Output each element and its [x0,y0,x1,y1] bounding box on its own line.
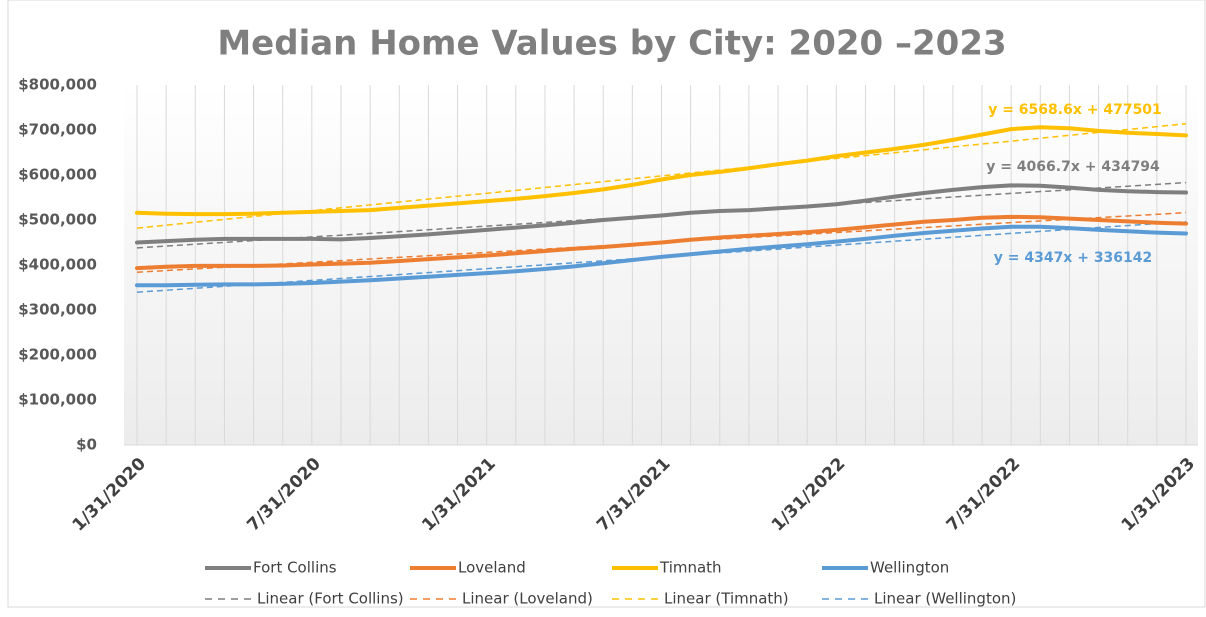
legend-label: Fort Collins [253,559,337,577]
legend-label: Linear (Loveland) [462,590,593,608]
trendline-equation: y = 6568.6x + 477501 [988,102,1162,118]
series-line [135,214,1188,271]
y-tick-label: $700,000 [18,121,97,139]
y-tick-label: $300,000 [18,301,97,319]
legend-label: Timnath [659,559,722,577]
series-line [135,183,1188,245]
legend-label: Loveland [458,559,526,577]
series-line [135,224,1188,288]
legend-label: Wellington [870,559,949,577]
y-tick-label: $500,000 [18,211,97,229]
trendline-equation: y = 4066.7x + 434794 [986,159,1160,175]
y-tick-label: $400,000 [18,256,97,274]
trendline-equation: y = 4347x + 336142 [994,250,1153,266]
y-tick-label: $600,000 [18,166,97,184]
y-tick-label: $200,000 [18,346,97,364]
chart-title: Median Home Values by City: 2020 –2023 [217,24,1006,64]
legend-label: Linear (Wellington) [874,590,1016,608]
y-tick-label: $800,000 [18,76,97,94]
legend-label: Linear (Timnath) [664,590,789,608]
y-tick-label: $0 [76,436,97,454]
y-tick-label: $100,000 [18,391,97,409]
series-line [135,125,1188,217]
legend-label: Linear (Fort Collins) [257,590,404,608]
